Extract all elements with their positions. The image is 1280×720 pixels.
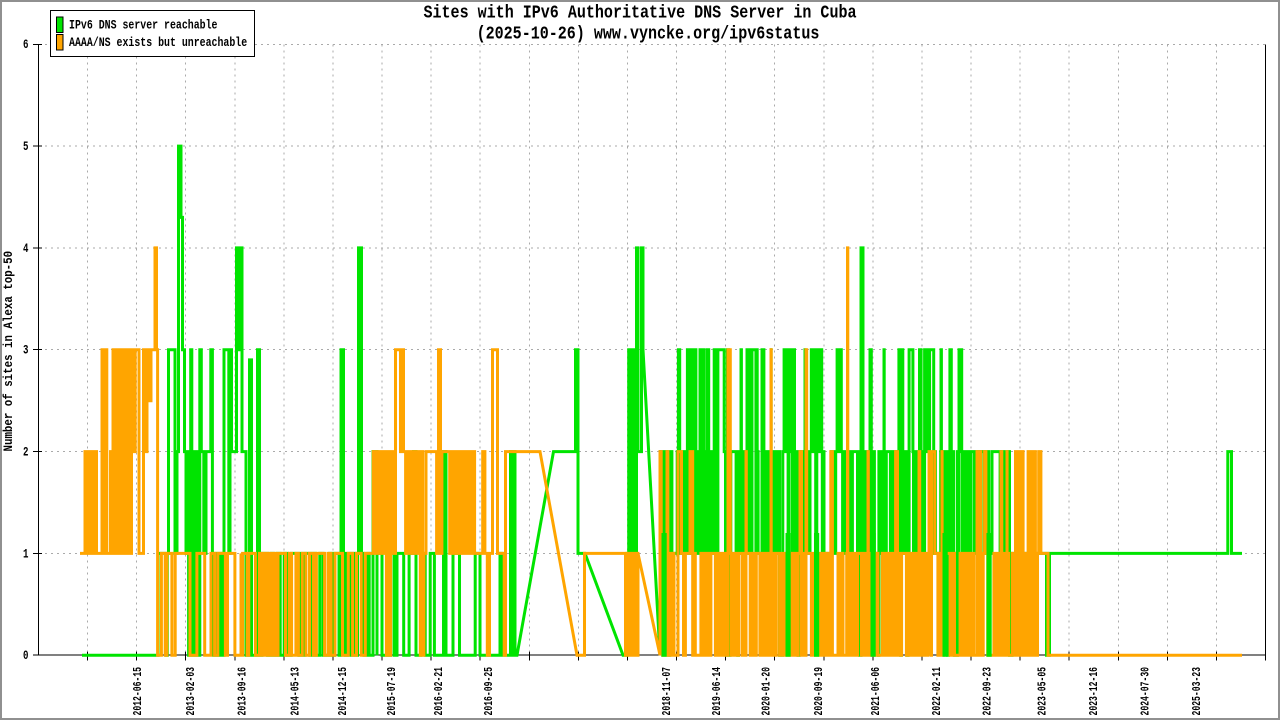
svg-text:2012-06-15: 2012-06-15: [132, 667, 146, 716]
svg-text:2014-05-13: 2014-05-13: [289, 667, 303, 716]
svg-text:2018-11-07: 2018-11-07: [661, 667, 675, 716]
svg-text:1: 1: [23, 548, 29, 562]
svg-text:AAAA/NS exists but unreachable: AAAA/NS exists but unreachable: [69, 36, 247, 51]
svg-text:5: 5: [23, 141, 29, 155]
svg-text:2015-07-19: 2015-07-19: [386, 667, 400, 716]
svg-text:2020-01-20: 2020-01-20: [760, 667, 774, 716]
svg-text:2016-02-21: 2016-02-21: [433, 667, 447, 716]
svg-text:3: 3: [23, 344, 29, 358]
svg-text:0: 0: [23, 650, 29, 664]
svg-text:6: 6: [23, 39, 29, 53]
svg-text:2013-02-03: 2013-02-03: [185, 667, 199, 716]
svg-text:2024-07-30: 2024-07-30: [1139, 667, 1153, 716]
svg-text:(2025-10-26) www.vyncke.org/ip: (2025-10-26) www.vyncke.org/ipv6status: [477, 24, 820, 45]
svg-text:2013-09-16: 2013-09-16: [236, 667, 250, 716]
svg-text:Sites with IPv6 Authoritative: Sites with IPv6 Authoritative DNS Server…: [423, 3, 856, 24]
svg-text:2022-02-11: 2022-02-11: [931, 667, 945, 716]
svg-text:2023-05-05: 2023-05-05: [1036, 667, 1050, 716]
svg-text:2025-03-23: 2025-03-23: [1191, 667, 1205, 716]
svg-text:4: 4: [23, 243, 29, 257]
svg-text:2: 2: [23, 446, 29, 460]
svg-text:IPv6 DNS server reachable: IPv6 DNS server reachable: [69, 18, 218, 33]
svg-text:Number of sites in Alexa top-5: Number of sites in Alexa top-50: [1, 251, 16, 452]
svg-text:2019-06-14: 2019-06-14: [711, 667, 725, 716]
svg-text:2021-06-06: 2021-06-06: [870, 667, 884, 716]
svg-text:2014-12-15: 2014-12-15: [337, 667, 351, 716]
svg-text:2023-12-16: 2023-12-16: [1088, 667, 1102, 716]
svg-text:2020-09-19: 2020-09-19: [813, 667, 827, 716]
svg-text:2022-09-23: 2022-09-23: [981, 667, 995, 716]
svg-text:2016-09-25: 2016-09-25: [483, 667, 497, 716]
